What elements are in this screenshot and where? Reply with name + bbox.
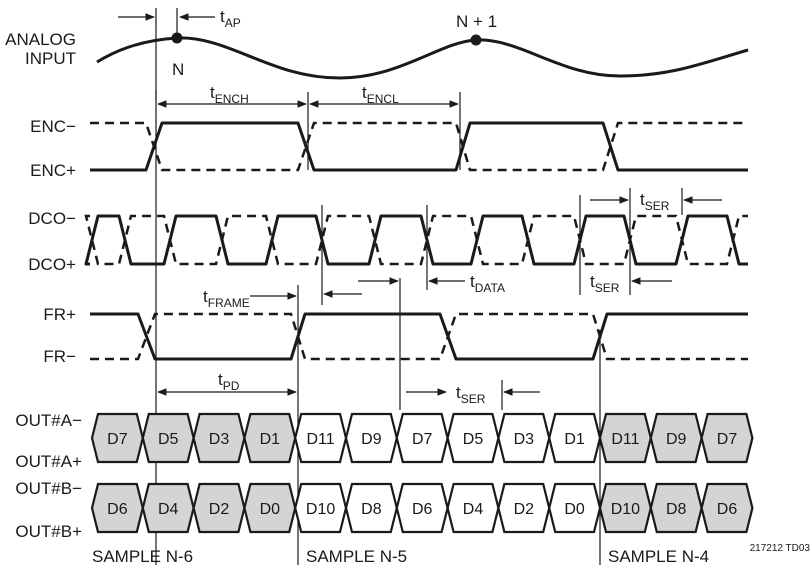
t-ser-out-label: tSER	[456, 383, 486, 406]
label-analog-line1: ANALOG	[5, 30, 76, 49]
out-b-cell-label: D4	[158, 501, 179, 518]
out-a-cell	[700, 412, 754, 464]
out-b-bus: D6 D4 D2 D0 D10 D8 D6 D4 D2 D0 D10 D8 D6	[90, 482, 754, 534]
t-frame-label: tFRAME	[203, 287, 250, 310]
label-enc-plus: ENC+	[30, 161, 76, 180]
sample-point-n	[171, 32, 183, 44]
sample-label-n5: SAMPLE N-5	[306, 547, 407, 566]
analog-input-waveform	[96, 32, 749, 80]
out-b-cell-label: D2	[209, 501, 230, 518]
out-a-cell-label: D7	[412, 431, 433, 448]
label-fr-plus: FR+	[43, 305, 76, 324]
t-data-label: tDATA	[470, 272, 505, 295]
out-b-cell-label: D6	[717, 501, 738, 518]
out-a-cell-label: D7	[717, 431, 738, 448]
label-outa-minus: OUT#A−	[15, 411, 82, 430]
out-b-cell-label: D4	[463, 501, 484, 518]
t-pd-label: tPD	[218, 370, 240, 393]
out-a-cell-label: D7	[107, 431, 128, 448]
label-enc-minus: ENC−	[30, 117, 76, 136]
enc-waveform	[90, 121, 748, 172]
sample-point-n-plus-1	[470, 34, 482, 46]
out-b-cell-label: D6	[412, 501, 433, 518]
label-dco-plus: DCO+	[28, 255, 76, 274]
dco-waveform	[84, 214, 748, 266]
point-label-n-plus-1: N + 1	[456, 12, 497, 31]
t-ser-top-label: tSER	[640, 190, 670, 213]
label-analog-line2: INPUT	[25, 49, 76, 68]
t-ap-label: tAP	[220, 7, 241, 30]
out-b-cell	[700, 482, 754, 534]
out-a-cell-label: D1	[260, 431, 281, 448]
label-dco-minus: DCO−	[28, 209, 76, 228]
out-a-cell-label: D9	[666, 431, 687, 448]
out-a-cell-label: D3	[209, 431, 230, 448]
out-a-cell-label: D5	[158, 431, 179, 448]
out-b-cell-label: D2	[514, 501, 535, 518]
t-encl-label: tENCL	[362, 83, 399, 106]
out-a-cell-label: D1	[564, 431, 585, 448]
out-a-cell-label: D5	[463, 431, 484, 448]
label-outa-plus: OUT#A+	[15, 452, 82, 471]
label-outb-minus: OUT#B−	[15, 479, 82, 498]
out-a-cell-label: D3	[514, 431, 535, 448]
figure-id: 217212 TD03	[750, 543, 811, 554]
label-fr-minus: FR−	[43, 347, 76, 366]
out-b-cell-label: D10	[611, 501, 640, 518]
out-a-cell-label: D11	[611, 431, 639, 448]
out-a-cell-label: D9	[361, 431, 382, 448]
sample-label-n4: SAMPLE N-4	[608, 547, 709, 566]
label-outb-plus: OUT#B+	[15, 522, 82, 541]
point-label-n: N	[172, 60, 184, 79]
out-b-cell-label: D0	[564, 501, 585, 518]
out-b-cell-label: D10	[306, 501, 335, 518]
sample-label-n6: SAMPLE N-6	[92, 547, 193, 566]
t-ser-mid-label: tSER	[590, 272, 620, 295]
out-b-cell-label: D6	[107, 501, 128, 518]
out-a-cell-label: D11	[307, 431, 335, 448]
t-ench-label: tENCH	[210, 83, 249, 106]
out-a-bus: D7 D5 D3 D1 D11 D9 D7 D5 D3 D1 D11 D9 D7	[90, 412, 754, 464]
out-b-cell-label: D8	[666, 501, 687, 518]
fr-waveform	[90, 312, 748, 361]
out-b-cell-label: D0	[260, 501, 281, 518]
out-b-cell-label: D8	[361, 501, 382, 518]
